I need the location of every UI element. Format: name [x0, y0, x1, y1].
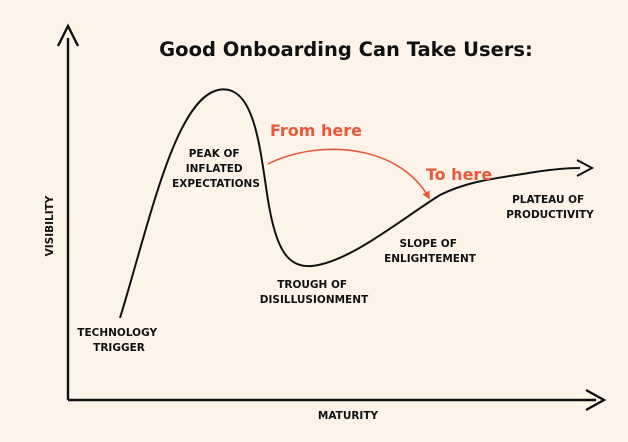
hype-cycle-curve [119, 88, 581, 319]
y-axis-label: VISIBILITY [44, 195, 56, 256]
diagram-title: Good Onboarding Can Take Users: [159, 38, 533, 61]
stage-line: TROUGH OF [277, 279, 347, 291]
stage-line: ENLIGHTEMENT [384, 253, 477, 265]
stage-trough-of-disillusionment: TROUGH OF DISILLUSIONMENT [260, 279, 369, 306]
stage-line: PEAK OF [189, 148, 240, 160]
from-here-label: From here [270, 121, 362, 140]
x-axis [68, 388, 607, 412]
stage-line: PRODUCTIVITY [506, 209, 594, 221]
stage-plateau-of-productivity: PLATEAU OF PRODUCTIVITY [506, 194, 594, 221]
curve-arrowhead-icon [576, 159, 595, 177]
stage-line: TRIGGER [93, 342, 145, 354]
stage-line: SLOPE OF [399, 238, 456, 250]
onboarding-arrow [267, 148, 430, 200]
stage-line: INFLATED [186, 163, 243, 175]
stage-line: PLATEAU OF [512, 194, 584, 206]
x-axis-arrowhead-icon [585, 388, 607, 412]
y-axis [56, 23, 80, 400]
stage-line: DISILLUSIONMENT [260, 294, 369, 306]
x-axis-label: MATURITY [318, 410, 379, 422]
to-here-label: To here [426, 165, 492, 184]
stage-technology-trigger: TECHNOLOGY TRIGGER [77, 327, 160, 354]
stage-slope-of-enlightenment: SLOPE OF ENLIGHTEMENT [384, 238, 477, 265]
stage-line: EXPECTATIONS [172, 178, 260, 190]
stage-line: TECHNOLOGY [77, 327, 157, 339]
stage-peak-of-inflated-expectations: PEAK OF INFLATED EXPECTATIONS [172, 148, 260, 190]
y-axis-arrowhead-icon [56, 23, 80, 47]
